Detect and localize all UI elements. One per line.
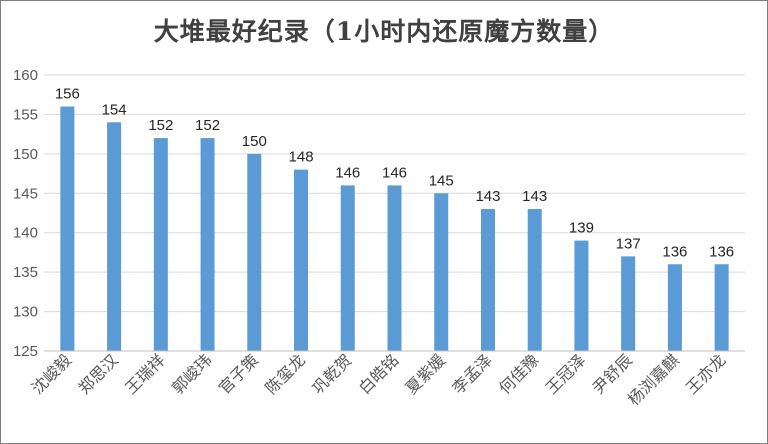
data-label: 146 bbox=[382, 164, 407, 181]
x-tick-label: 官子策 bbox=[215, 350, 262, 397]
chart-title: 大堆最好纪录（1小时内还原魔方数量） bbox=[153, 17, 615, 46]
x-tick-label: 郭峻玮 bbox=[168, 350, 215, 397]
x-tick-label: 夏紫媛 bbox=[402, 350, 449, 397]
data-label: 150 bbox=[242, 133, 267, 150]
bar bbox=[153, 138, 168, 351]
data-label: 143 bbox=[522, 188, 547, 205]
y-tick-label: 135 bbox=[13, 264, 38, 281]
bar bbox=[714, 264, 729, 351]
data-label: 139 bbox=[569, 220, 594, 237]
x-tick-label: 郑思汉 bbox=[75, 350, 122, 397]
data-label: 146 bbox=[335, 164, 360, 181]
bar bbox=[621, 256, 636, 351]
data-label: 148 bbox=[289, 149, 314, 166]
bar bbox=[340, 185, 355, 351]
bar bbox=[434, 193, 449, 351]
data-label: 137 bbox=[616, 235, 641, 252]
data-label: 136 bbox=[709, 243, 734, 260]
data-label: 154 bbox=[102, 101, 127, 118]
bar bbox=[387, 185, 402, 351]
x-tick-label: 王瑞祥 bbox=[121, 350, 168, 397]
data-label: 143 bbox=[475, 188, 500, 205]
x-tick-label: 李孟泽 bbox=[448, 350, 495, 397]
y-tick-label: 125 bbox=[13, 343, 38, 360]
x-tick-label: 陈玺龙 bbox=[261, 350, 308, 397]
bar bbox=[294, 169, 309, 351]
y-axis: 125 130 135 140 145 150 155 160 bbox=[13, 67, 38, 360]
data-label: 152 bbox=[148, 117, 173, 134]
bar bbox=[480, 209, 495, 351]
data-label: 136 bbox=[662, 243, 687, 260]
x-tick-label: 王冠泽 bbox=[542, 350, 589, 397]
bar bbox=[200, 138, 215, 351]
bar bbox=[60, 106, 75, 352]
x-tick-label: 何佳豫 bbox=[495, 350, 542, 397]
x-tick-label: 杨浏嘉麒 bbox=[624, 350, 683, 409]
bar bbox=[247, 153, 262, 351]
y-tick-label: 140 bbox=[13, 225, 38, 242]
y-tick-label: 155 bbox=[13, 106, 38, 123]
data-labels: 156 154 152 152 150 148 146 146 145 143 143 139 137 1… bbox=[55, 86, 734, 261]
y-tick-label: 160 bbox=[13, 67, 38, 84]
x-tick-label: 巩乾贺 bbox=[308, 350, 355, 397]
x-tick-label: 王亦龙 bbox=[682, 350, 729, 397]
bars bbox=[60, 106, 729, 352]
y-tick-label: 145 bbox=[13, 185, 38, 202]
data-label: 156 bbox=[55, 86, 80, 103]
bar bbox=[667, 264, 682, 351]
y-tick-label: 130 bbox=[13, 304, 38, 321]
bar bbox=[527, 209, 542, 351]
x-tick-label: 白皓铭 bbox=[355, 350, 402, 397]
data-label: 152 bbox=[195, 117, 220, 134]
data-label: 145 bbox=[429, 172, 454, 189]
x-axis: 沈峻毅 郑思汉 王瑞祥 郭峻玮 官子策 陈玺龙 巩乾贺 白皓铭 夏紫媛 李孟泽 何佳豫 王冠泽 尹舒辰杨… bbox=[28, 350, 745, 409]
bar bbox=[574, 240, 589, 351]
bar bbox=[107, 122, 122, 351]
y-tick-label: 150 bbox=[13, 146, 38, 163]
